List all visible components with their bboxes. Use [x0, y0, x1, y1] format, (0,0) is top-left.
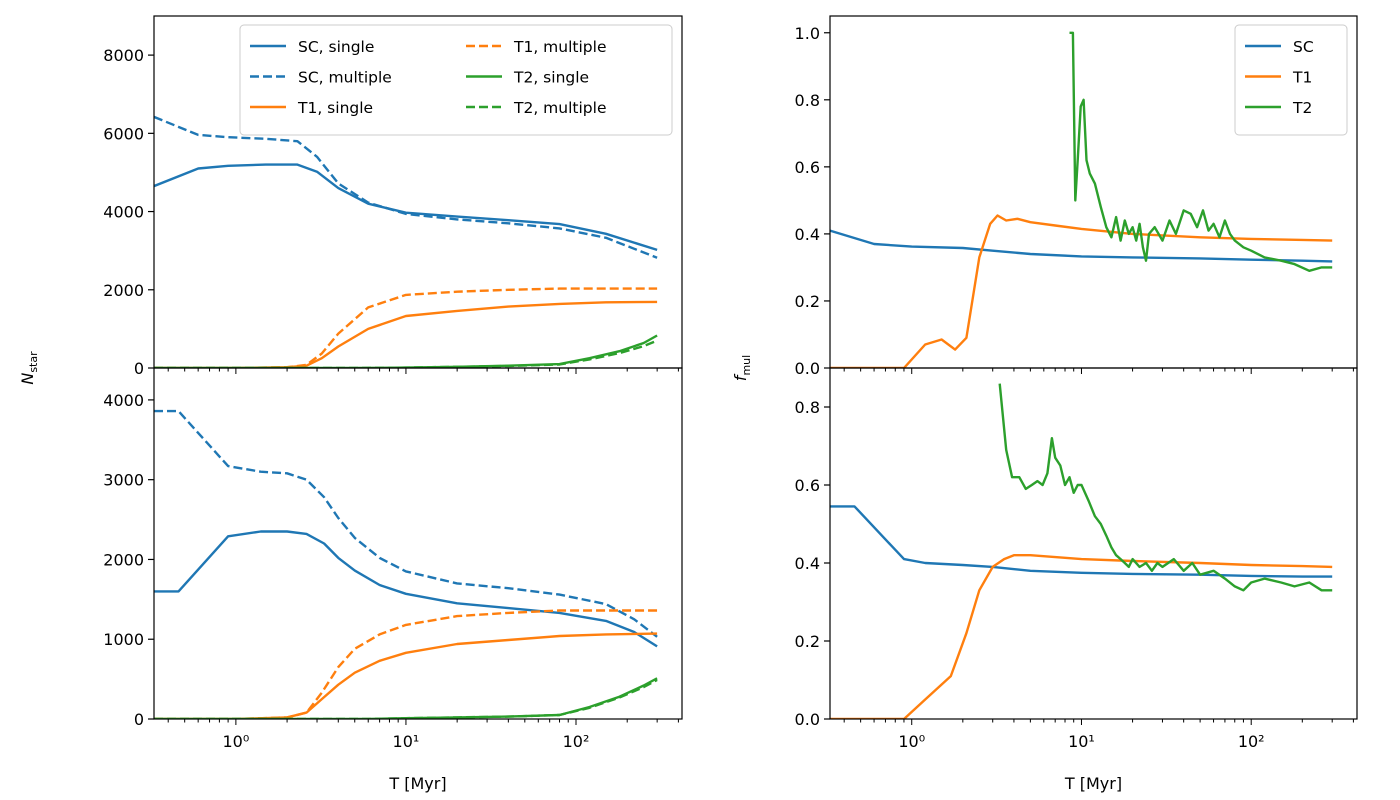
fmul-bottom-ytick-label: 0.0 — [795, 710, 820, 729]
nstar-bottom-x-axis-label: T [Myr] — [388, 774, 446, 793]
nstar-top-ytick-label: 0 — [134, 359, 144, 378]
nstar-bottom-ytick-label: 4000 — [103, 391, 144, 410]
nstar-top-series-sc-single — [154, 163, 658, 252]
right-y-label-sub: mul — [740, 355, 753, 376]
fmul-top-ytick-label: 0.6 — [795, 158, 820, 177]
fmul-bottom-axes-frame — [829, 367, 1358, 720]
nstar-bottom-ytick-label: 3000 — [103, 471, 144, 490]
nstar-top-ytick-label: 2000 — [103, 281, 144, 300]
left-y-axis-label: Nstar — [18, 351, 40, 385]
nstar-top-legend: SC, single SC, multiple T1, single T1, mult… — [239, 24, 673, 136]
fmul-top-legend: SC T1 T2 — [1234, 24, 1348, 136]
nstar-top-series-group — [154, 115, 658, 368]
nstar-bottom-series-t1-multiple — [154, 609, 658, 719]
left-y-label-sub: star — [27, 351, 40, 373]
fmul-bottom-x-axis-label: T [Myr] — [1064, 774, 1122, 793]
fmul-bottom-ytick-label: 0.2 — [795, 632, 820, 651]
fmul-bottom-xtick-label: 10² — [1238, 732, 1265, 751]
fmul-top-ytick-label: 1.0 — [795, 24, 820, 43]
nstar-bottom-axes-frame — [153, 367, 683, 720]
nstar-bottom-series-sc-single — [154, 530, 658, 648]
fmul-bottom-ytick-label: 0.8 — [795, 398, 820, 417]
fmul-bottom-series-group — [830, 383, 1333, 719]
fmul-top-legend-label: T2 — [1292, 99, 1312, 117]
nstar-bottom-xtick-label: 10⁰ — [222, 732, 249, 751]
fmul-top-ytick-label: 0.0 — [795, 359, 820, 378]
nstar-top-legend-label: T2, single — [513, 69, 589, 87]
nstar-top-series-t2-multiple — [154, 339, 658, 368]
nstar-bottom-xtick-label: 10¹ — [393, 732, 420, 751]
nstar-top-ytick-label: 8000 — [103, 46, 144, 65]
nstar-bottom-series-t1-single — [154, 632, 658, 719]
fmul-bottom-xtick-label: 10⁰ — [898, 732, 925, 751]
nstar-bottom-series-group — [154, 409, 658, 719]
fmul-bottom-series-t1 — [830, 554, 1333, 719]
fmul-top-ytick-label: 0.8 — [795, 91, 820, 110]
fmul-top-series-group — [830, 31, 1333, 368]
fmul-top-legend-label: SC — [1293, 38, 1314, 56]
nstar-top-series-t1-multiple — [154, 287, 658, 368]
nstar-top-ytick-label: 4000 — [103, 203, 144, 222]
fmul-top-series-t1 — [830, 214, 1333, 368]
right-y-axis-label: fmul — [731, 355, 753, 381]
nstar-bottom-xtick-label: 10² — [563, 732, 590, 751]
fmul-top-ytick-label: 0.4 — [795, 225, 820, 244]
nstar-top-legend-label: SC, multiple — [298, 69, 392, 87]
nstar-top-legend-label: T1, single — [297, 99, 373, 117]
nstar-bottom-panel: 0 1000 2000 3000 4000 10⁰ 10¹ 10² T [Myr] — [103, 367, 683, 793]
fmul-bottom-xtick-label: 10¹ — [1068, 732, 1095, 751]
left-y-label-main: N — [18, 373, 37, 385]
nstar-top-series-t2-single — [154, 334, 658, 368]
nstar-bottom-series-t2-single — [154, 677, 658, 719]
right-y-label-main: f — [731, 373, 750, 381]
fmul-top-legend-box — [1234, 24, 1348, 136]
nstar-bottom-ytick-label: 2000 — [103, 550, 144, 569]
fmul-bottom-series-t2 — [998, 383, 1333, 592]
fmul-top-panel: 0.0 0.2 0.4 0.6 0.8 1.0 SC T1 T2 — [795, 15, 1358, 378]
fmul-bottom-ytick-label: 0.6 — [795, 476, 820, 495]
nstar-top-legend-label: T1, multiple — [513, 38, 606, 56]
nstar-bottom-series-sc-multiple — [154, 409, 658, 638]
fmul-top-ytick-label: 0.2 — [795, 292, 820, 311]
nstar-top-legend-box — [239, 24, 673, 136]
nstar-top-panel: 0 2000 4000 6000 8000 SC, single SC, multiple T… — [103, 15, 683, 378]
nstar-bottom-ytick-label: 0 — [134, 710, 144, 729]
nstar-bottom-ytick-label: 1000 — [103, 630, 144, 649]
nstar-top-ytick-label: 6000 — [103, 124, 144, 143]
fmul-top-series-t2 — [1069, 31, 1333, 272]
nstar-top-series-sc-multiple — [154, 115, 658, 259]
nstar-bottom-series-t2-multiple — [154, 678, 658, 719]
fmul-bottom-series-sc — [830, 505, 1333, 578]
fmul-bottom-panel: 0.0 0.2 0.4 0.6 0.8 10⁰ 10¹ 10² T [Myr] — [795, 367, 1358, 793]
fmul-bottom-ytick-label: 0.4 — [795, 554, 820, 573]
fmul-top-legend-label: T1 — [1292, 69, 1312, 87]
nstar-top-legend-label: T2, multiple — [513, 99, 606, 117]
fmul-top-series-sc — [830, 229, 1333, 263]
nstar-top-legend-label: SC, single — [298, 38, 374, 56]
nstar-top-series-t1-single — [154, 300, 658, 368]
